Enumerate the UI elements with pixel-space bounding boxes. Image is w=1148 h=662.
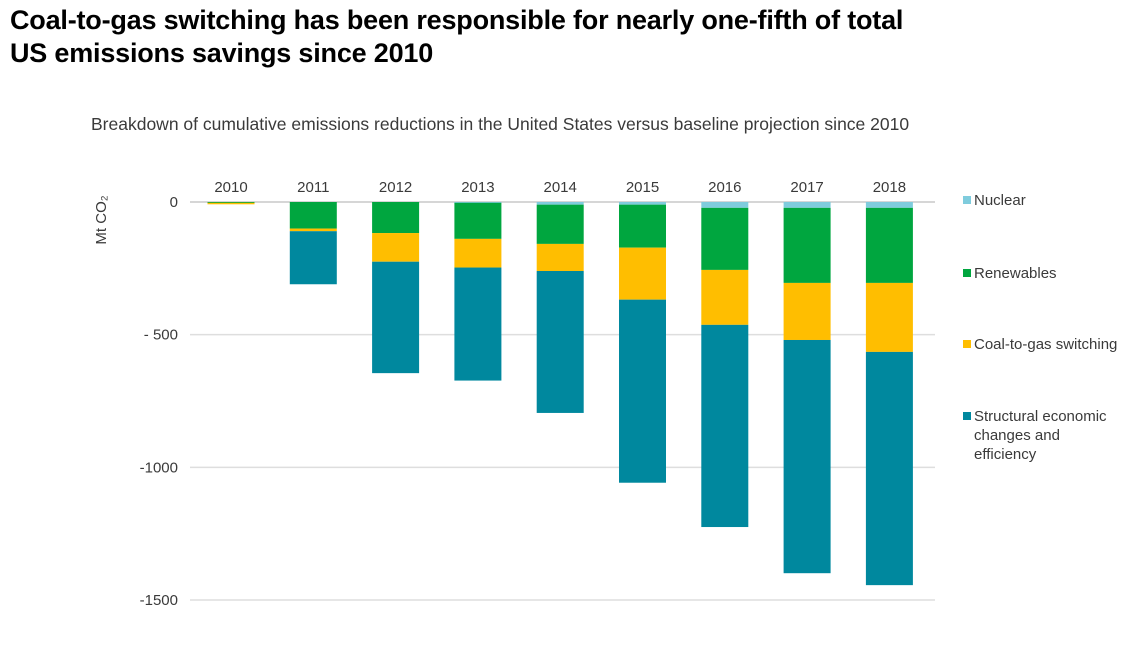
- bar-segment: [783, 207, 831, 283]
- bar-segment: [701, 269, 749, 325]
- x-tick-label: 2016: [708, 179, 741, 196]
- y-tick-label: - 500: [144, 327, 178, 344]
- bar-segment: [536, 204, 584, 244]
- bar-segment: [619, 299, 666, 483]
- bar-segment: [701, 324, 749, 528]
- legend-swatch: [963, 412, 971, 420]
- legend-swatch: [963, 269, 971, 277]
- y-tick-label: 0: [170, 194, 178, 211]
- page-title: Coal-to-gas switching has been responsib…: [10, 4, 903, 70]
- bar-segment: [536, 243, 584, 271]
- bar-segment: [783, 202, 831, 208]
- bar-segment: [619, 202, 666, 205]
- legend-label: efficiency: [974, 446, 1037, 463]
- bar-segment: [454, 202, 502, 204]
- bar-segment: [865, 207, 913, 283]
- y-tick-label: -1500: [140, 592, 178, 609]
- title-line-1: Coal-to-gas switching has been responsib…: [10, 5, 904, 35]
- bar-segment: [536, 270, 584, 413]
- title-line-2: US emissions savings since 2010: [10, 38, 434, 68]
- bar-segment: [865, 282, 913, 352]
- bar-segment: [865, 351, 913, 586]
- y-tick-label: -1000: [140, 459, 178, 476]
- bar-segment: [207, 202, 255, 205]
- x-tick-label: 2012: [379, 179, 412, 196]
- x-tick-label: 2010: [214, 179, 247, 196]
- x-tick-label: 2014: [544, 179, 577, 196]
- bar-segment: [619, 247, 666, 300]
- bar-segment: [701, 207, 749, 270]
- bar-segment: [619, 204, 666, 248]
- bar-segment: [289, 231, 337, 285]
- x-tick-label: 2017: [790, 179, 823, 196]
- legend-swatch: [963, 196, 971, 204]
- bar-segment: [289, 202, 337, 229]
- legend-label: changes and: [974, 427, 1060, 444]
- bar-segment: [454, 202, 502, 239]
- bar-segment: [454, 238, 502, 268]
- x-tick-label: 2018: [873, 179, 906, 196]
- bar-segment: [783, 339, 831, 574]
- bar-segment: [536, 202, 584, 205]
- x-tick-label: 2013: [461, 179, 494, 196]
- legend-label: Structural economic: [974, 408, 1107, 425]
- y-axis-label: Mt CO₂: [93, 195, 110, 244]
- bar-segment: [372, 261, 420, 374]
- legend-swatch: [963, 340, 971, 348]
- legend-label: Renewables: [974, 265, 1057, 282]
- legend-label: Nuclear: [974, 192, 1026, 209]
- x-tick-label: 2011: [297, 179, 329, 196]
- bar-segment: [454, 267, 502, 381]
- bar-segment: [207, 202, 255, 204]
- bar-segment: [865, 202, 913, 208]
- x-tick-label: 2015: [626, 179, 659, 196]
- legend-label: Coal-to-gas switching: [974, 336, 1117, 353]
- bar-segment: [289, 228, 337, 232]
- chart-subtitle: Breakdown of cumulative emissions reduct…: [91, 114, 910, 134]
- bar-segment: [783, 282, 831, 340]
- bar-segment: [372, 202, 420, 234]
- bar-segment: [372, 233, 420, 262]
- bar-segment: [701, 202, 749, 208]
